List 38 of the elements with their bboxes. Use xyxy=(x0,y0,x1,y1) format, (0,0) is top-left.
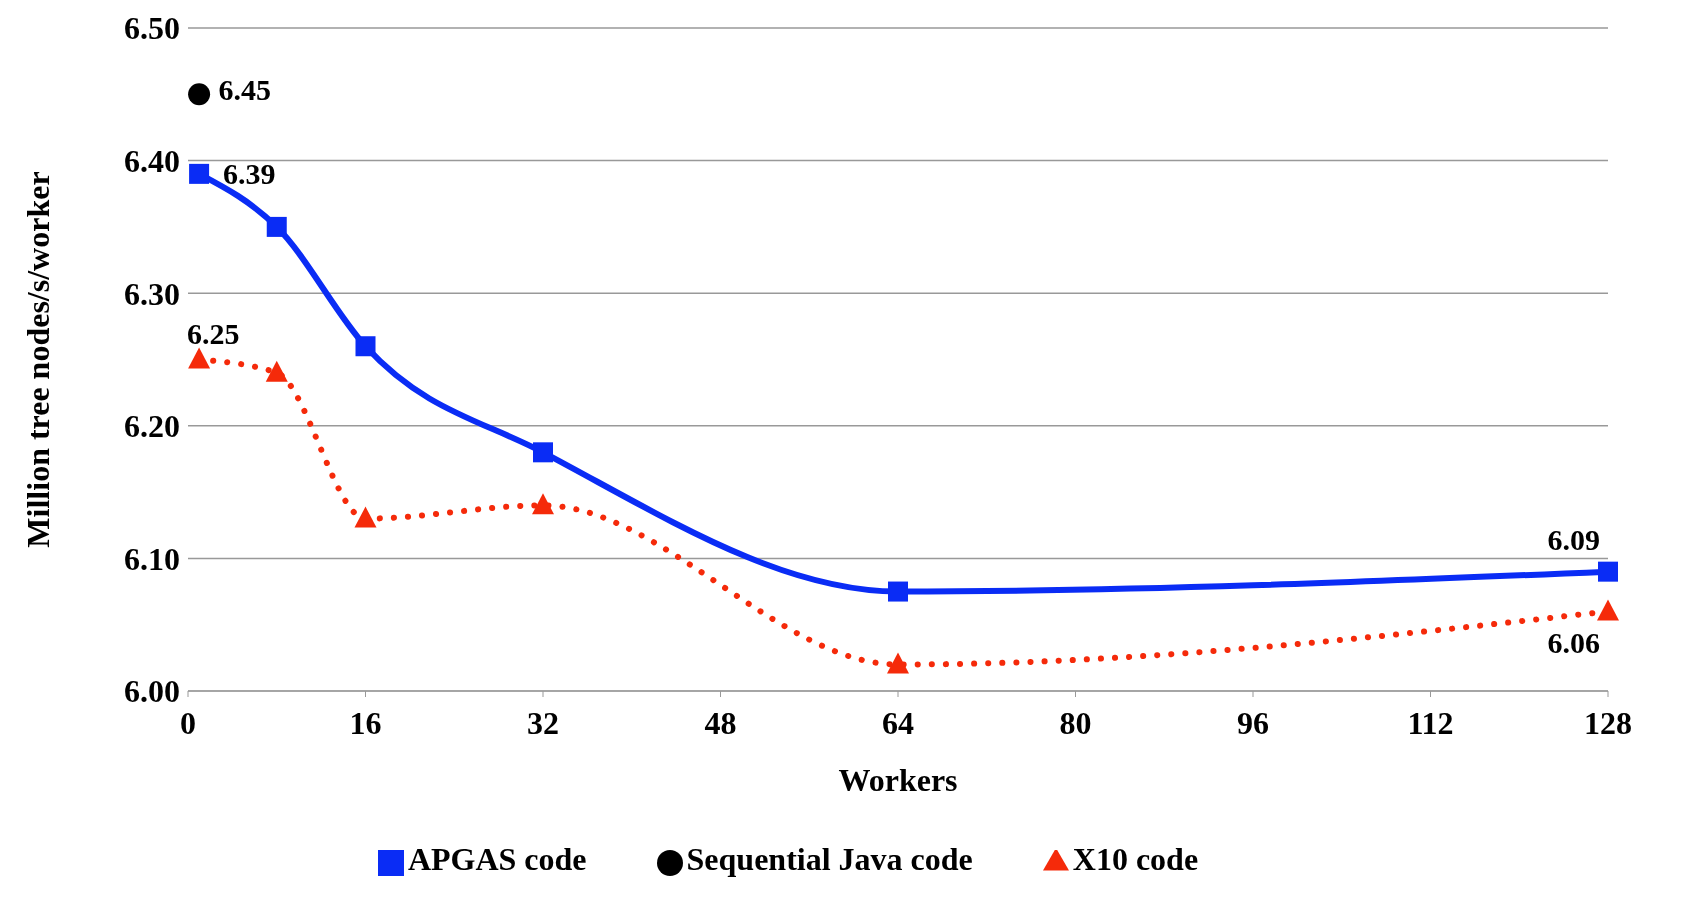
x-axis-title: Workers xyxy=(838,762,958,798)
point xyxy=(265,360,288,382)
data-label: 6.39 xyxy=(223,156,276,190)
point xyxy=(532,493,554,515)
y-tick-label: 6.10 xyxy=(124,540,180,577)
data-label: 6.09 xyxy=(1547,522,1600,556)
x-tick-label: 64 xyxy=(882,704,914,741)
point xyxy=(887,652,909,674)
x-tick-label: 48 xyxy=(704,704,737,741)
data-label: 6.25 xyxy=(187,316,240,350)
x-tick-label: 96 xyxy=(1237,704,1269,741)
data-label: 6.45 xyxy=(218,72,272,106)
point xyxy=(1597,599,1619,621)
point xyxy=(533,442,553,463)
data-label: 6.06 xyxy=(1547,626,1600,660)
point xyxy=(189,163,210,184)
x-tick-label: 128 xyxy=(1584,704,1632,741)
point xyxy=(266,216,287,237)
legend-label: APGAS code xyxy=(407,841,587,877)
point xyxy=(354,506,377,528)
y-tick-label: 6.00 xyxy=(124,673,180,710)
point xyxy=(1598,561,1618,582)
x-tick-label: 112 xyxy=(1407,704,1454,741)
y-axis-title: Million tree nodes/s/worker xyxy=(20,171,57,548)
legend-label: X10 code xyxy=(1072,841,1199,877)
point xyxy=(888,581,908,602)
x-tick-label: 32 xyxy=(527,704,559,741)
point xyxy=(355,336,376,357)
y-tick-label: 6.50 xyxy=(124,10,180,47)
x-tick-label: 0 xyxy=(180,704,196,741)
y-tick-label: 6.30 xyxy=(124,275,180,312)
y-tick-label: 6.40 xyxy=(124,142,180,179)
x-tick-label: 80 xyxy=(1059,704,1092,741)
legend-label: Sequential Java code xyxy=(686,841,973,877)
point xyxy=(188,347,211,369)
x-tick-label: 16 xyxy=(349,704,382,741)
y-tick-label: 6.20 xyxy=(124,408,180,445)
point xyxy=(188,83,211,106)
